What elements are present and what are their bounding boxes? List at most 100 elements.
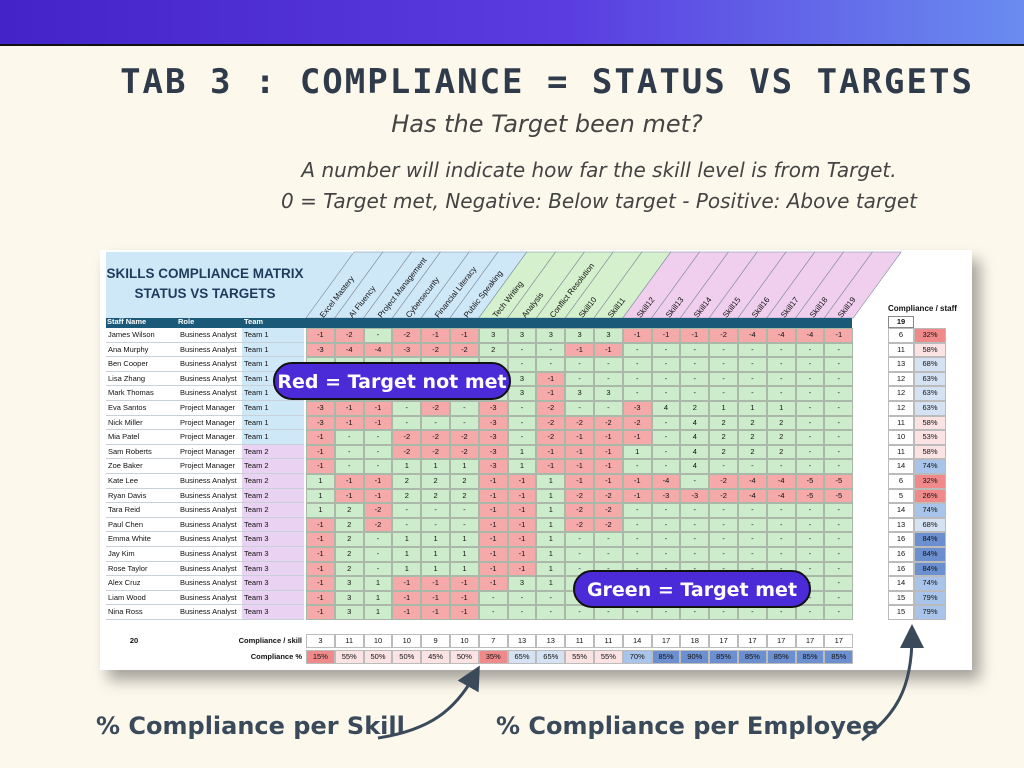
matrix-cell: 1 bbox=[450, 547, 479, 562]
matrix-cell: - bbox=[651, 415, 681, 431]
top-banner bbox=[0, 0, 1024, 46]
matrix-cell: - bbox=[795, 386, 825, 401]
col-role[interactable]: Role bbox=[178, 317, 195, 326]
role-cell: Business Analyst bbox=[178, 562, 242, 577]
skill-compliance-count: 17 bbox=[795, 634, 825, 648]
matrix-cell: 1 bbox=[392, 459, 422, 474]
skill-compliance-count: 17 bbox=[766, 634, 796, 648]
staff-compliance-pct: 26% bbox=[914, 488, 946, 504]
matrix-cell: -3 bbox=[478, 430, 508, 445]
matrix-cell: - bbox=[738, 605, 767, 620]
matrix-cell: - bbox=[680, 342, 710, 358]
matrix-cell: -4 bbox=[766, 474, 796, 489]
matrix-cell: -2 bbox=[421, 444, 450, 460]
matrix-cell: 1 bbox=[536, 532, 566, 547]
matrix-cell: - bbox=[392, 401, 422, 416]
matrix-cell: -1 bbox=[306, 561, 335, 577]
matrix-cell: 1 bbox=[507, 444, 537, 460]
matrix-cell: 1 bbox=[536, 547, 566, 562]
matrix-cell: - bbox=[334, 459, 364, 474]
col-staff-name[interactable]: Staff Name bbox=[107, 317, 147, 326]
matrix-cell: 2 bbox=[709, 415, 738, 431]
staff-compliance-count: 5 bbox=[888, 488, 914, 504]
matrix-cell: - bbox=[795, 547, 825, 562]
matrix-cell: 4 bbox=[680, 430, 710, 445]
matrix-cell: - bbox=[651, 547, 681, 562]
matrix-cell: - bbox=[651, 357, 681, 372]
matrix-cell: -1 bbox=[306, 590, 335, 606]
matrix-cell: -1 bbox=[594, 474, 623, 489]
matrix-cell: - bbox=[795, 430, 825, 445]
matrix-cell: 2 bbox=[421, 474, 450, 489]
matrix-cell: - bbox=[680, 474, 710, 489]
skill-compliance-count: 10 bbox=[392, 634, 422, 648]
role-cell: Business Analyst bbox=[178, 576, 242, 591]
col-team[interactable]: Team bbox=[244, 317, 264, 326]
matrix-cell: - bbox=[651, 430, 681, 445]
skill-compliance-count: 17 bbox=[738, 634, 767, 648]
matrix-cell: - bbox=[651, 386, 681, 401]
matrix-cell: - bbox=[709, 386, 738, 401]
matrix-cell: -1 bbox=[306, 605, 335, 620]
matrix-cell: - bbox=[363, 459, 393, 474]
matrix-cell: - bbox=[363, 547, 393, 562]
matrix-cell: - bbox=[478, 605, 508, 620]
matrix-cell: -1 bbox=[334, 474, 364, 489]
matrix-cell: - bbox=[824, 415, 854, 431]
matrix-cell: 1 bbox=[421, 459, 450, 474]
matrix-cell: - bbox=[622, 386, 652, 401]
matrix-cell: - bbox=[680, 371, 710, 387]
matrix-cell: -1 bbox=[507, 532, 537, 547]
matrix-cell: 1 bbox=[392, 561, 422, 577]
matrix-cell: 2 bbox=[709, 430, 738, 445]
matrix-cell: -5 bbox=[795, 488, 825, 504]
matrix-cell: -3 bbox=[306, 415, 335, 431]
matrix-cell: -1 bbox=[536, 444, 566, 460]
matrix-cell: - bbox=[651, 371, 681, 387]
matrix-cell: 2 bbox=[709, 444, 738, 460]
matrix-cell: -2 bbox=[594, 488, 623, 504]
matrix-cell: - bbox=[622, 503, 652, 518]
matrix-cell: - bbox=[709, 503, 738, 518]
staff-compliance-pct: 79% bbox=[914, 605, 946, 620]
matrix-cell: 2 bbox=[392, 474, 422, 489]
matrix-cell: - bbox=[766, 357, 796, 372]
skill-compliance-pct: 85% bbox=[824, 650, 854, 664]
skill-compliance-count: 11 bbox=[594, 634, 623, 648]
matrix-cell: 2 bbox=[738, 430, 767, 445]
staff-compliance-pct: 58% bbox=[914, 444, 946, 460]
matrix-cell: 2 bbox=[766, 444, 796, 460]
staff-compliance-count: 14 bbox=[888, 503, 914, 518]
matrix-cell: -1 bbox=[507, 547, 537, 562]
matrix-title-line-1: SKILLS COMPLIANCE MATRIX bbox=[106, 266, 304, 281]
team-cell: Team 1 bbox=[242, 415, 304, 431]
matrix-cell: - bbox=[421, 503, 450, 518]
matrix-cell: 1 bbox=[392, 532, 422, 547]
matrix-cell: 2 bbox=[680, 401, 710, 416]
matrix-cell: -2 bbox=[334, 328, 364, 343]
team-cell: Team 3 bbox=[242, 605, 304, 620]
matrix-cell: -1 bbox=[334, 401, 364, 416]
skill-compliance-pct: 35% bbox=[478, 650, 508, 664]
matrix-cell: - bbox=[594, 547, 623, 562]
matrix-cell: 2 bbox=[334, 561, 364, 577]
matrix-cell: - bbox=[651, 444, 681, 460]
matrix-cell: -1 bbox=[334, 488, 364, 504]
staff-compliance-count: 11 bbox=[888, 415, 914, 431]
staff-name-cell: Eva Santos bbox=[106, 401, 178, 416]
matrix-cell: - bbox=[594, 371, 623, 387]
skill-compliance-pct: 90% bbox=[680, 650, 710, 664]
staff-name-cell: Liam Wood bbox=[106, 591, 178, 606]
matrix-cell: - bbox=[766, 386, 796, 401]
matrix-cell: -1 bbox=[478, 547, 508, 562]
skill-compliance-pct: 55% bbox=[334, 650, 364, 664]
skill-compliance-count: 17 bbox=[824, 634, 854, 648]
matrix-cell: -1 bbox=[450, 590, 479, 606]
matrix-cell: -4 bbox=[334, 342, 364, 358]
matrix-cell: -1 bbox=[306, 444, 335, 460]
matrix-cell: - bbox=[651, 459, 681, 474]
matrix-cell: -5 bbox=[824, 474, 854, 489]
description-line-1: A number will indicate how far the skill… bbox=[301, 158, 897, 182]
callout-red-not-met: Red = Target not met bbox=[273, 362, 511, 400]
staff-name-cell: Emma White bbox=[106, 532, 178, 547]
